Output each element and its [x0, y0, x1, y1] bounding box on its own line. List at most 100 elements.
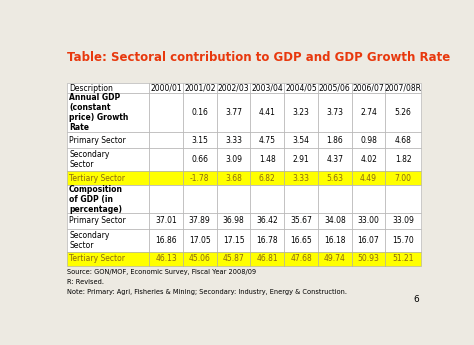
Bar	[217, 213, 250, 229]
Bar	[217, 185, 250, 213]
Bar	[352, 82, 385, 93]
Bar	[183, 148, 217, 171]
Text: 34.08: 34.08	[324, 216, 346, 225]
Text: Table: Sectoral contribution to GDP and GDP Growth Rate: Table: Sectoral contribution to GDP and …	[66, 51, 450, 64]
Bar	[385, 213, 421, 229]
Text: R: Revised.: R: Revised.	[66, 279, 104, 285]
Bar	[217, 171, 250, 185]
Bar	[66, 185, 149, 213]
Text: 3.23: 3.23	[292, 108, 310, 117]
Text: 7.00: 7.00	[395, 174, 412, 183]
Bar	[149, 148, 183, 171]
Bar	[217, 93, 250, 132]
Bar	[352, 148, 385, 171]
Text: 2002/03: 2002/03	[218, 83, 249, 92]
Bar	[284, 93, 318, 132]
Text: 3.77: 3.77	[225, 108, 242, 117]
Text: 5.63: 5.63	[326, 174, 343, 183]
Text: 6.82: 6.82	[259, 174, 276, 183]
Text: 1.86: 1.86	[327, 136, 343, 145]
Bar	[385, 148, 421, 171]
Text: 35.67: 35.67	[290, 216, 312, 225]
Text: Note: Primary: Agri, Fisheries & Mining; Secondary: Industry, Energy & Construct: Note: Primary: Agri, Fisheries & Mining;…	[66, 289, 346, 295]
Bar	[66, 213, 149, 229]
Bar	[66, 93, 149, 132]
Bar	[217, 82, 250, 93]
Bar	[385, 252, 421, 266]
Bar	[250, 229, 284, 252]
Text: 16.07: 16.07	[358, 236, 380, 245]
Bar	[385, 132, 421, 148]
Text: 49.74: 49.74	[324, 254, 346, 263]
Text: 4.68: 4.68	[395, 136, 412, 145]
Text: 6: 6	[413, 295, 419, 304]
Bar	[284, 171, 318, 185]
Bar	[149, 93, 183, 132]
Text: 3.54: 3.54	[292, 136, 310, 145]
Bar	[318, 229, 352, 252]
Text: Secondary
Sector: Secondary Sector	[69, 231, 109, 250]
Text: 2006/07: 2006/07	[353, 83, 384, 92]
Text: Secondary
Sector: Secondary Sector	[69, 150, 109, 169]
Bar	[284, 82, 318, 93]
Bar	[284, 252, 318, 266]
Text: 0.16: 0.16	[191, 108, 208, 117]
Text: 37.01: 37.01	[155, 216, 177, 225]
Bar	[318, 132, 352, 148]
Text: 16.18: 16.18	[324, 236, 346, 245]
Text: 2.74: 2.74	[360, 108, 377, 117]
Text: 45.06: 45.06	[189, 254, 211, 263]
Text: Source: GON/MOF, Economic Survey, Fiscal Year 2008/09: Source: GON/MOF, Economic Survey, Fiscal…	[66, 268, 255, 275]
Text: 16.86: 16.86	[155, 236, 177, 245]
Text: 3.68: 3.68	[225, 174, 242, 183]
Bar	[318, 185, 352, 213]
Bar	[149, 82, 183, 93]
Bar	[66, 132, 149, 148]
Bar	[250, 185, 284, 213]
Bar	[217, 229, 250, 252]
Bar	[250, 252, 284, 266]
Bar	[352, 213, 385, 229]
Text: 47.68: 47.68	[290, 254, 312, 263]
Bar	[250, 82, 284, 93]
Text: 16.65: 16.65	[290, 236, 312, 245]
Bar	[284, 132, 318, 148]
Bar	[352, 171, 385, 185]
Bar	[66, 252, 149, 266]
Text: 17.05: 17.05	[189, 236, 210, 245]
Bar	[318, 93, 352, 132]
Bar	[183, 82, 217, 93]
Text: 46.81: 46.81	[256, 254, 278, 263]
Bar	[318, 82, 352, 93]
Bar	[250, 213, 284, 229]
Text: 3.33: 3.33	[292, 174, 310, 183]
Text: 0.98: 0.98	[360, 136, 377, 145]
Bar	[149, 213, 183, 229]
Text: 46.13: 46.13	[155, 254, 177, 263]
Text: 1.48: 1.48	[259, 155, 276, 164]
Text: 2005/06: 2005/06	[319, 83, 351, 92]
Text: 4.37: 4.37	[326, 155, 343, 164]
Text: -1.78: -1.78	[190, 174, 210, 183]
Text: 33.09: 33.09	[392, 216, 414, 225]
Bar	[217, 132, 250, 148]
Text: 2.91: 2.91	[292, 155, 310, 164]
Text: 17.15: 17.15	[223, 236, 244, 245]
Bar	[284, 185, 318, 213]
Text: 2000/01: 2000/01	[150, 83, 182, 92]
Bar	[149, 185, 183, 213]
Text: Primary Sector: Primary Sector	[69, 136, 126, 145]
Text: Composition
of GDP (in
percentage): Composition of GDP (in percentage)	[69, 185, 123, 214]
Bar	[149, 252, 183, 266]
Bar	[284, 213, 318, 229]
Text: 2001/02: 2001/02	[184, 83, 216, 92]
Text: 16.78: 16.78	[256, 236, 278, 245]
Text: Tertiary Sector: Tertiary Sector	[69, 174, 125, 183]
Text: Primary Sector: Primary Sector	[69, 216, 126, 225]
Text: 2004/05: 2004/05	[285, 83, 317, 92]
Bar	[318, 171, 352, 185]
Text: 33.00: 33.00	[358, 216, 380, 225]
Bar	[183, 93, 217, 132]
Text: 4.02: 4.02	[360, 155, 377, 164]
Text: Annual GDP
(constant
price) Growth
Rate: Annual GDP (constant price) Growth Rate	[69, 93, 128, 132]
